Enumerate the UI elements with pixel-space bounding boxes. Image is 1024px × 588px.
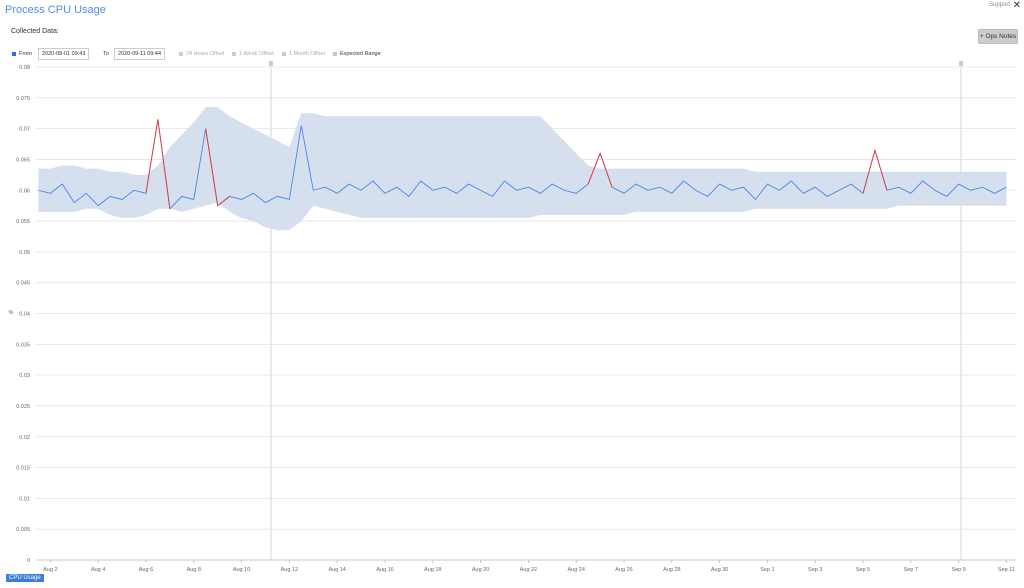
y-tick-label: 0.055 [16, 219, 30, 225]
y-tick-label: 0.035 [16, 342, 30, 348]
y-tick-label: 0 [27, 558, 30, 564]
to-date: 2020-09-11 09:44 [114, 48, 166, 60]
x-tick-label: Aug 10 [233, 567, 250, 572]
outlier-segment [862, 148, 888, 194]
x-tick-label: Aug 16 [376, 567, 393, 572]
from-date: 2020-08-01 09:43 [38, 48, 90, 60]
cpu-line [38, 119, 1007, 210]
from-label: From [19, 51, 32, 57]
x-tick-label: Aug 18 [424, 567, 441, 572]
y-tick-label: 0.05 [19, 250, 30, 256]
x-tick-label: Sep 9 [951, 567, 965, 572]
x-tick-label: Aug 8 [187, 567, 201, 572]
y-tick-label: 0.01 [19, 496, 30, 502]
x-tick-label: Aug 4 [91, 567, 105, 572]
x-tick-label: Aug 30 [711, 567, 728, 572]
y-tick-label: 0.025 [16, 404, 30, 410]
y-tick-label: 0.075 [16, 96, 30, 102]
x-tick-label: Aug 14 [328, 567, 345, 572]
range-label: Expected Range [340, 51, 381, 57]
outlier-segment [145, 119, 171, 209]
x-tick-label: Sep 3 [808, 567, 822, 572]
from-input[interactable]: 2020-08-01 09:43 [38, 48, 90, 60]
x-tick-label: Aug 2 [43, 567, 57, 572]
y-tick-label: 0.03 [19, 373, 30, 379]
x-tick-label: Aug 20 [472, 567, 489, 572]
page-title: Process CPU Usage [5, 4, 106, 16]
support-link[interactable]: Support [988, 2, 1010, 8]
expected-range [38, 107, 1007, 231]
offset-toggle[interactable]: 24 Hours Offset [179, 48, 224, 60]
y-tick-label: 0.005 [16, 527, 30, 533]
x-tick-label: Aug 26 [615, 567, 632, 572]
y-tick-label: 0.015 [16, 466, 30, 472]
x-tick-label: Sep 7 [904, 567, 918, 572]
y-axis-label: % [9, 310, 14, 316]
legend-item[interactable]: CPU Usage [6, 574, 44, 582]
from-toggle[interactable]: From [12, 48, 32, 60]
to-label: To [103, 51, 109, 57]
x-tick-label: Aug 28 [663, 567, 680, 572]
ops-note-marker[interactable] [959, 61, 963, 66]
y-tick-label: 0.065 [16, 157, 30, 163]
outlier-segment [205, 128, 230, 207]
x-tick-label: Aug 22 [520, 567, 537, 572]
ops-note-marker[interactable] [269, 61, 273, 66]
offset-toggle[interactable]: 1 Week Offset [232, 48, 274, 60]
y-tick-label: 0.045 [16, 281, 30, 287]
close-button[interactable]: ✕ [1012, 0, 1021, 11]
y-tick-label: 0.08 [19, 65, 30, 71]
chart: % 0 0.005 0.01 0.015 0.02 0.025 0.03 0.035 0.04 0… [9, 61, 1016, 572]
to-input[interactable]: 2020-09-11 09:44 [114, 48, 166, 60]
y-tick-label: 0.02 [19, 435, 30, 441]
x-tick-label: Sep 5 [856, 567, 870, 572]
ops-notes-button[interactable]: + Ops Notes [978, 29, 1018, 44]
y-tick-label: 0.07 [19, 127, 30, 133]
x-tick-label: Aug 12 [281, 567, 298, 572]
outlier-segment [587, 151, 613, 188]
offset-label: 24 Hours Offset [186, 51, 225, 57]
y-tick-label: 0.06 [19, 188, 30, 194]
x-tick-label: Sep 11 [998, 567, 1015, 572]
range-toggle[interactable]: Expected Range [333, 48, 381, 60]
x-tick-label: Aug 6 [139, 567, 153, 572]
x-tick-label: Sep 1 [760, 567, 774, 572]
x-tick-label: Aug 24 [567, 567, 584, 572]
offset-label: 1 Week Offset [239, 51, 274, 57]
offset-toggle[interactable]: 1 Month Offset [282, 48, 325, 60]
collected-label: Collected Data: [11, 28, 59, 35]
offset-label: 1 Month Offset [289, 51, 325, 57]
y-tick-label: 0.04 [19, 312, 30, 318]
